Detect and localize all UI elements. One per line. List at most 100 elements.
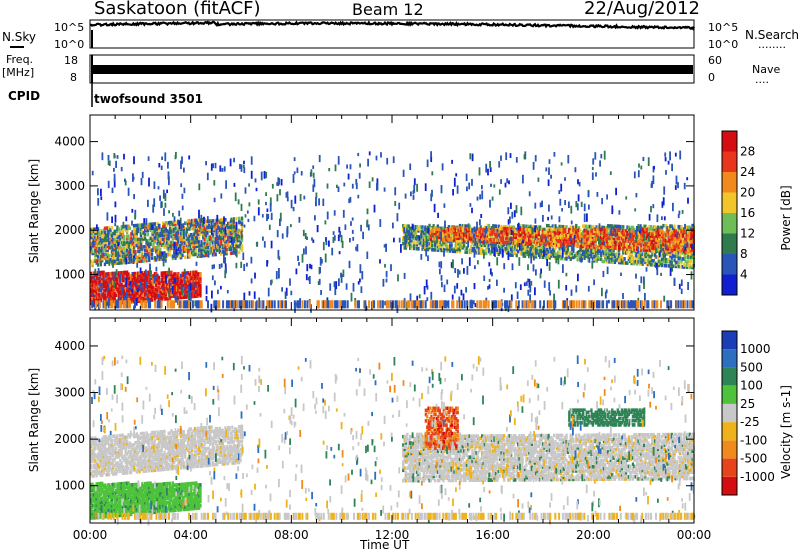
power-cell: [427, 231, 430, 236]
power-cell: [170, 270, 173, 275]
power-cell: [512, 249, 516, 254]
power-cell: [231, 219, 234, 223]
power-cell: [481, 249, 484, 253]
power-cell: [235, 234, 238, 239]
power-cell: [90, 275, 93, 280]
power-cell: [587, 253, 589, 259]
power-cell: [139, 273, 143, 277]
power-cell: [536, 227, 539, 231]
power-cell: [543, 230, 546, 235]
power-cell: [593, 255, 596, 259]
power-cell: [680, 241, 683, 246]
power-cell: [681, 229, 684, 233]
power-cell: [112, 279, 115, 284]
power-cell: [485, 241, 488, 246]
power-cell: [460, 243, 463, 248]
power-cell: [442, 237, 445, 242]
power-cell: [119, 255, 122, 259]
power-cell: [468, 248, 471, 253]
power-cell: [667, 228, 671, 232]
power-cell: [515, 247, 518, 252]
power-cell: [236, 232, 239, 237]
power-cell: [216, 248, 219, 253]
power-cell: [203, 249, 206, 254]
power-cell: [113, 245, 116, 250]
power-cell: [627, 239, 630, 243]
power-cell: [681, 231, 684, 235]
power-cell: [355, 246, 357, 251]
power-cell: [652, 247, 655, 251]
power-cell: [570, 253, 574, 258]
power-cell: [409, 242, 412, 246]
power-cell: [656, 263, 660, 267]
power-cell: [688, 225, 691, 230]
power-cell: [636, 259, 639, 264]
power-cell: [160, 255, 163, 260]
power-cell: [622, 225, 625, 229]
power-cell: [227, 225, 230, 230]
power-cell: [588, 252, 592, 257]
power-cell: [99, 278, 102, 283]
power-cell: [113, 229, 116, 234]
power-cell: [148, 284, 151, 289]
power-cell: [604, 245, 607, 250]
power-cell: [102, 282, 105, 287]
power-cell: [515, 237, 518, 242]
power-cell: [110, 235, 114, 240]
power-cell: [690, 234, 693, 238]
power-cell: [591, 227, 594, 231]
power-cell: [92, 301, 96, 305]
power-cell: [609, 256, 612, 260]
power-cell: [123, 276, 126, 281]
power-cell: [497, 228, 500, 233]
power-cell: [162, 241, 165, 245]
power-cell: [633, 241, 636, 245]
power-cell: [687, 232, 690, 236]
power-cell: [191, 280, 194, 285]
power-cell: [231, 231, 234, 235]
power-cell: [121, 274, 125, 279]
power-cell: [108, 234, 111, 238]
freq-unit-label: [MHz]: [2, 66, 35, 79]
power-cell: [651, 263, 654, 267]
power-cell: [127, 272, 130, 276]
power-cell: [199, 280, 202, 284]
power-cell: [623, 257, 626, 261]
power-cell: [443, 231, 446, 236]
power-cell: [146, 224, 150, 229]
power-cell: [231, 251, 234, 255]
power-cell: [152, 230, 155, 234]
power-cell: [168, 220, 172, 225]
power-cell: [196, 242, 199, 246]
power-cell: [467, 229, 470, 233]
power-cell: [137, 229, 140, 234]
power-cell: [191, 294, 194, 299]
power-cell: [680, 233, 683, 238]
power-cell: [681, 241, 684, 246]
power-cell: [447, 225, 450, 229]
power-cell: [670, 224, 673, 228]
power-cell: [424, 241, 427, 246]
power-cell: [224, 237, 227, 242]
power-cell: [458, 241, 462, 246]
power-cell: [573, 242, 576, 246]
power-cell: [191, 272, 194, 277]
power-cell: [447, 230, 450, 234]
power-cell: [153, 288, 156, 292]
power-cell: [196, 236, 199, 240]
power-cell: [168, 226, 172, 231]
power-cell: [159, 247, 162, 252]
power-cell: [218, 236, 221, 240]
power-cell: [620, 244, 624, 249]
power-cell: [690, 229, 693, 234]
power-cell: [487, 232, 491, 236]
power-cell: [428, 241, 431, 246]
power-cell: [186, 225, 190, 229]
power-cell: [440, 229, 444, 234]
power-cell: [630, 253, 633, 258]
power-cell: [674, 244, 677, 249]
power-cell: [600, 251, 603, 256]
power-cell: [162, 233, 165, 237]
power-cell: [166, 245, 169, 249]
power-cell: [131, 295, 134, 300]
